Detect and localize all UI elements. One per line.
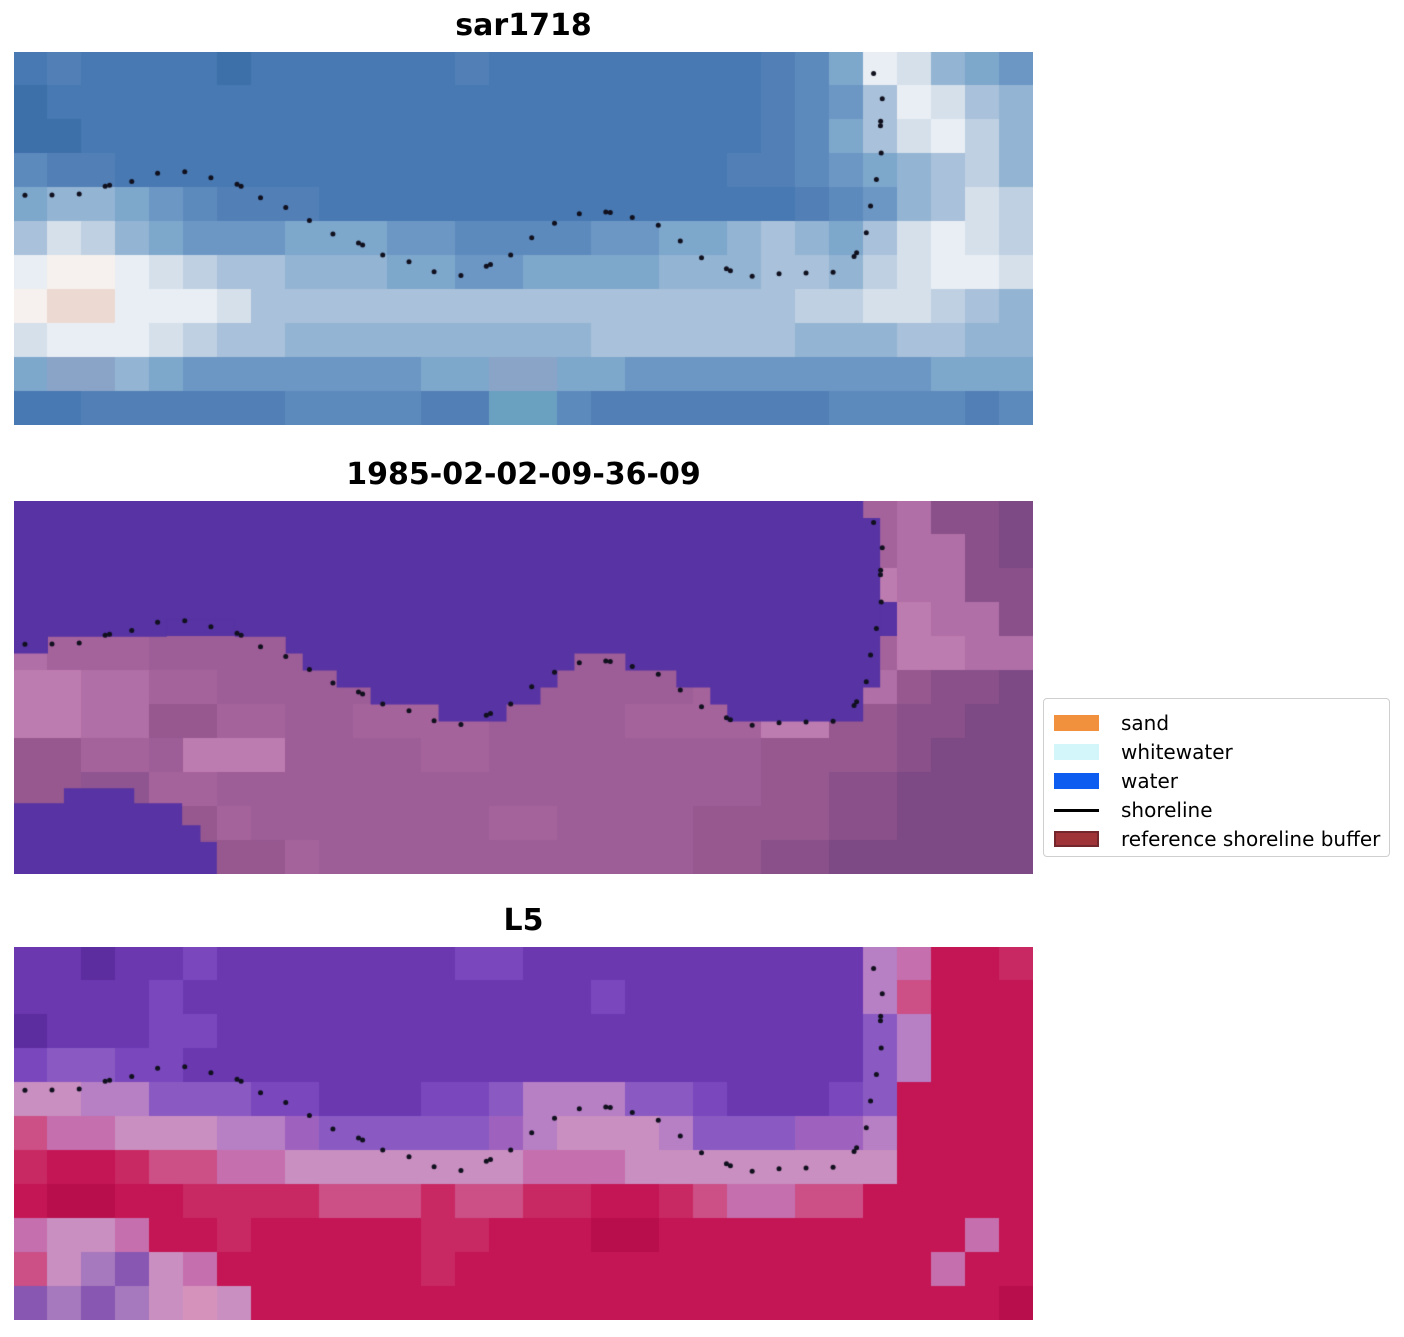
legend-label: reference shoreline buffer: [1121, 827, 1381, 851]
legend-swatch-reference-shoreline-buffer: [1054, 831, 1099, 847]
legend-label: shoreline: [1121, 798, 1213, 822]
panel-image-l5: [14, 947, 1033, 1320]
legend-item-shoreline: shoreline: [1054, 796, 1377, 824]
panel-image-classified: [14, 501, 1033, 874]
panel-title-l5: L5: [503, 903, 544, 938]
panel-title-date: 1985-02-02-09-36-09: [346, 457, 701, 492]
legend-label: sand: [1121, 711, 1170, 735]
legend-item-sand: sand: [1054, 709, 1377, 737]
legend-item-reference-shoreline-buffer: reference shoreline buffer: [1054, 825, 1381, 853]
legend-label: water: [1121, 769, 1178, 793]
legend-swatch-sand: [1054, 715, 1099, 731]
legend-swatch-whitewater: [1054, 744, 1099, 760]
legend-swatch-shoreline: [1054, 808, 1099, 812]
legend-swatch-water: [1054, 773, 1099, 789]
legend: sand whitewater water shoreline reference sh…: [1043, 698, 1390, 857]
legend-label: whitewater: [1121, 740, 1233, 764]
panel-title-sar1718: sar1718: [455, 8, 592, 43]
panel-image-sar1718: [14, 52, 1033, 425]
legend-item-whitewater: whitewater: [1054, 738, 1377, 766]
legend-item-water: water: [1054, 767, 1377, 795]
